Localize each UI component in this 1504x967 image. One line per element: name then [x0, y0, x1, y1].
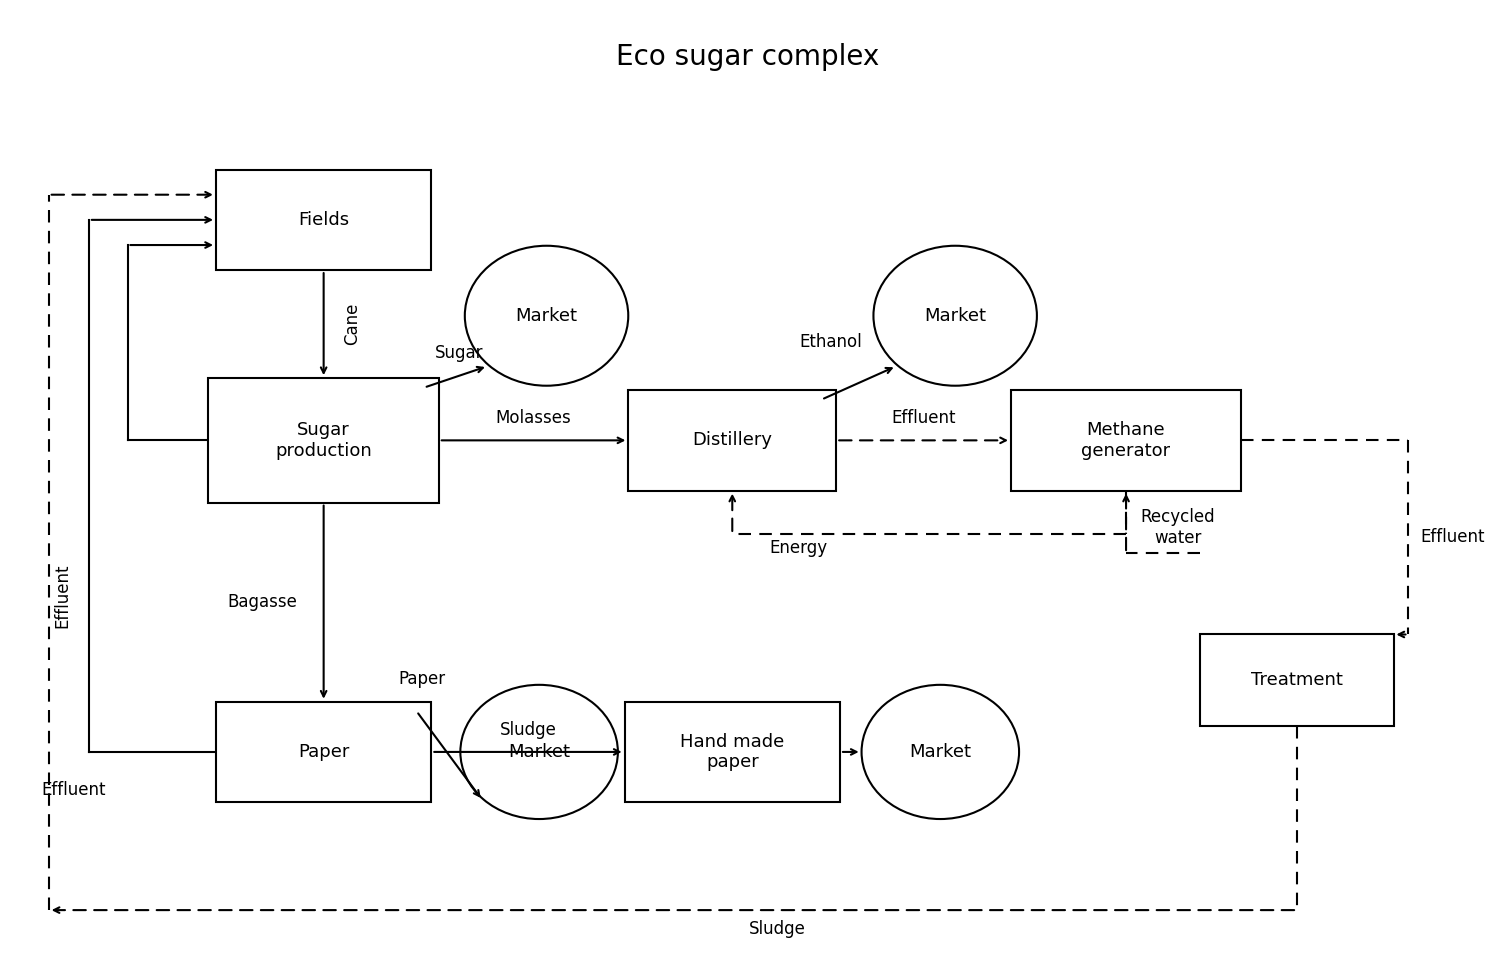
Text: Market: Market [923, 307, 987, 325]
Bar [624, 702, 841, 803]
Text: Cane: Cane [343, 303, 361, 345]
Text: Sludge: Sludge [499, 720, 556, 739]
Text: Methane
generator: Methane generator [1081, 421, 1170, 459]
Text: Sludge: Sludge [749, 920, 805, 938]
Ellipse shape [862, 685, 1020, 819]
Text: Effluent: Effluent [1420, 528, 1484, 546]
Text: Market: Market [516, 307, 578, 325]
Text: Sugar: Sugar [435, 344, 484, 362]
Bar [629, 390, 836, 490]
Text: Effluent: Effluent [53, 564, 71, 629]
Text: Effluent: Effluent [892, 409, 957, 427]
Text: Paper: Paper [298, 743, 349, 761]
Ellipse shape [874, 246, 1036, 386]
Text: Ethanol: Ethanol [799, 333, 862, 351]
Text: Paper: Paper [399, 670, 445, 689]
Text: Distillery: Distillery [692, 431, 772, 450]
Ellipse shape [460, 685, 618, 819]
Text: Market: Market [508, 743, 570, 761]
Text: Market: Market [910, 743, 972, 761]
Bar [1200, 634, 1394, 725]
Bar [1011, 390, 1241, 490]
Text: Bagasse: Bagasse [227, 593, 296, 611]
Ellipse shape [465, 246, 629, 386]
Text: Sugar
production: Sugar production [275, 421, 371, 459]
Text: Effluent: Effluent [42, 780, 107, 799]
Text: Energy: Energy [770, 539, 827, 557]
Text: Hand made
paper: Hand made paper [680, 733, 785, 772]
Text: Molasses: Molasses [496, 409, 572, 427]
Bar [217, 169, 432, 270]
Text: Fields: Fields [298, 211, 349, 229]
Bar [217, 702, 432, 803]
Bar [209, 378, 439, 503]
Text: Treatment: Treatment [1251, 671, 1343, 689]
Text: Recycled
water: Recycled water [1140, 509, 1215, 547]
Text: Eco sugar complex: Eco sugar complex [615, 43, 878, 71]
